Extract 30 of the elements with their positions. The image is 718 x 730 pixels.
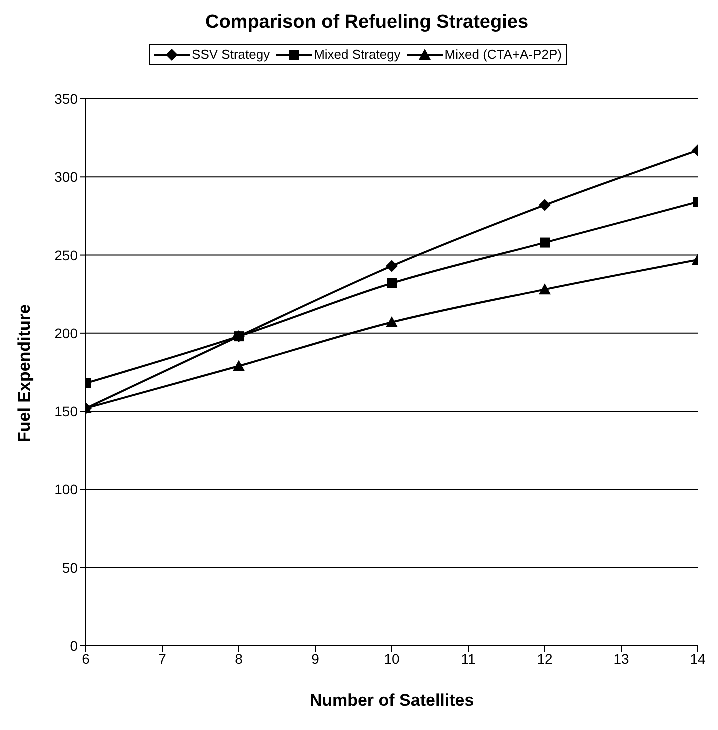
x-tick-label: 8 <box>235 650 244 667</box>
y-tick-label: 350 <box>54 90 78 107</box>
point <box>539 199 551 212</box>
y-tick-label: 50 <box>62 560 78 576</box>
y-tick-label: 250 <box>54 247 78 264</box>
x-tick-label: 6 <box>82 650 90 667</box>
x-tick-label: 10 <box>384 650 400 667</box>
point <box>386 260 398 272</box>
y-tick-label: 0 <box>70 638 78 654</box>
point <box>540 238 550 248</box>
x-tick-label: 11 <box>461 650 476 667</box>
y-axis-title: Fuel Expenditure <box>15 304 34 442</box>
x-axis-title: Number of Satellites <box>310 691 474 710</box>
y-tick-label: 200 <box>54 325 78 342</box>
point <box>387 278 397 288</box>
y-tick-label: 150 <box>54 404 78 420</box>
point <box>233 360 245 372</box>
x-tick-label: 13 <box>614 650 630 667</box>
x-tick-label: 14 <box>690 650 706 667</box>
y-tick-label: 300 <box>54 169 78 186</box>
x-tick-label: 9 <box>312 650 320 667</box>
legend-label: Mixed (CTA+A-P2P) <box>444 47 562 62</box>
legend-label: SSV Strategy <box>192 47 270 62</box>
legend-label: Mixed Strategy <box>314 47 401 62</box>
x-tick-label: 7 <box>158 650 167 667</box>
y-tick-label: 100 <box>54 482 78 498</box>
chart-title: Comparison of Refueling Strategies <box>204 12 530 34</box>
point <box>386 316 398 328</box>
point <box>539 284 551 295</box>
x-tick-label: 12 <box>537 650 553 667</box>
